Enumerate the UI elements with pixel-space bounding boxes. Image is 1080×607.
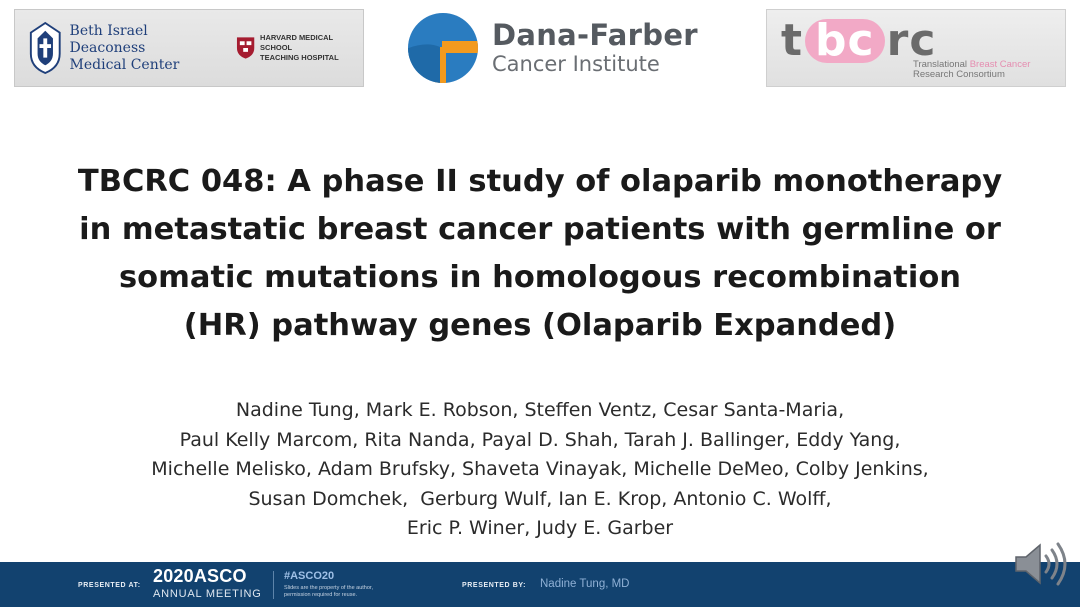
dfci-circle-icon [408,13,478,83]
hashtag: #ASCO20 [284,570,335,582]
author-line: Michelle Melisko, Adam Brufsky, Shaveta … [151,458,929,480]
dfci-name: Dana-Farber [492,18,698,52]
author-line: Paul Kelly Marcom, Rita Nanda, Payal D. … [179,428,901,451]
hms-line1: HARVARD MEDICAL SCHOOL [260,33,333,52]
bidmc-logo: Beth Israel Deaconess Medical Center HAR… [14,9,364,87]
tbcrc-tag-a: Translational [913,59,970,70]
presented-by-label: PRESENTED BY: [462,582,527,589]
presented-at-label: PRESENTED AT: [78,582,141,589]
asco-meeting-sub: ANNUAL MEETING [153,588,262,600]
bidmc-name-line2: Medical Center [69,56,180,73]
asco-meeting-name: 2020ASCO [153,566,247,586]
author-line: Nadine Tung, Mark E. Robson, Steffen Ven… [235,399,845,421]
disclaimer-line2: permission required for reuse. [284,592,358,598]
disclaimer-line1: Slides are the property of the author, [284,585,373,591]
presenter-name: Nadine Tung, MD [540,578,630,590]
hms-line2: TEACHING HOSPITAL [260,53,339,62]
tbcrc-tag-b: Breast Cancer [969,59,1031,70]
tbcrc-mark-rc: rc [886,15,937,66]
tbcrc-tagline: Translational Breast Cancer Research Con… [913,60,1030,80]
slide-title: TBCRC 048: A phase II study of olaparib … [77,164,1003,343]
dfci-subname: Cancer Institute [492,52,660,76]
author-list: Nadine Tung, Mark E. Robson, Steffen Ven… [40,396,1040,544]
disclaimer: Slides are the property of the author, p… [284,585,394,599]
tbcrc-logo: t bc rc Translational Breast Cancer Rese… [766,9,1066,87]
tbcrc-mark-bc: bc [805,19,885,63]
asco-logo: 2020ASCO ANNUAL MEETING [153,566,262,602]
bidmc-name-line1: Beth Israel Deaconess [69,22,148,56]
author-line: Eric P. Winer, Judy E. Garber [406,517,674,539]
footer-bar: PRESENTED AT: 2020ASCO ANNUAL MEETING #A… [0,562,1080,607]
speaker-icon[interactable] [1012,538,1070,590]
bidmc-seal-icon [29,21,61,75]
tbcrc-wordmark: t bc rc [781,19,936,63]
footer-divider [273,571,274,599]
dfci-logo: Dana-Farber Cancer Institute [406,9,706,87]
author-line: Susan Domchek, Gerburg Wulf, Ian E. Krop… [248,487,832,510]
tbcrc-mark-t: t [781,15,804,66]
harvard-shield-icon [236,37,255,59]
tbcrc-tag-line2: Research Consortium [913,69,1005,80]
